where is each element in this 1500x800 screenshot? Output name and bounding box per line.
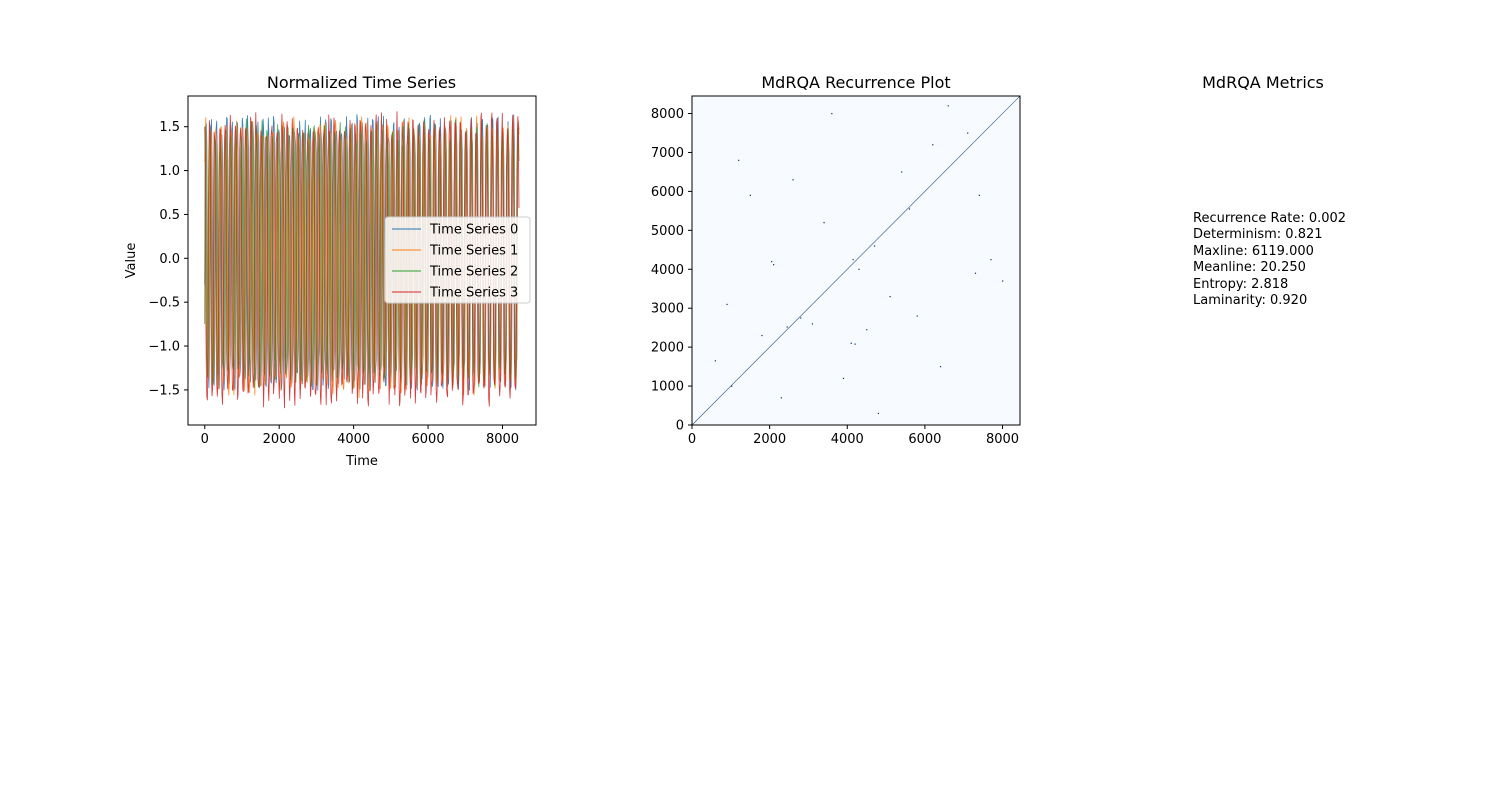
- x-tick-label: 6000: [908, 432, 941, 447]
- x-tick-label: 2000: [753, 432, 786, 447]
- x-tick-label: 2000: [263, 432, 296, 447]
- recurrence-point: [773, 264, 775, 266]
- recurrence-point: [761, 334, 763, 337]
- y-tick-label: 0.0: [159, 252, 180, 267]
- y-tick-label: 2000: [651, 341, 684, 356]
- time-series-legend: Time Series 0 Time Series 1 Time Series 2 T…: [384, 216, 531, 304]
- metric-determinism: Determinism: 0.821: [1193, 227, 1323, 243]
- time-series-y-label: Value: [124, 243, 139, 279]
- legend-entry: Time Series 0: [429, 223, 518, 238]
- legend-box: [384, 216, 531, 304]
- x-tick-label: 8000: [486, 432, 519, 447]
- y-tick-label: 1.0: [159, 164, 180, 179]
- metrics-panel: Recurrence Rate: 0.002 Determinism: 0.82…: [1193, 211, 1346, 309]
- y-tick-label: 8000: [651, 107, 684, 122]
- series-line: [204, 111, 520, 409]
- time-series-title: Normalized Time Series: [267, 73, 456, 92]
- recurrence-point: [873, 245, 876, 247]
- recurrence-point: [858, 268, 860, 270]
- time-series-frame: [187, 95, 537, 426]
- recurrence-point: [889, 296, 891, 298]
- recurrence-point: [1002, 280, 1004, 282]
- recurrence-point: [731, 385, 733, 387]
- y-tick-label: 4000: [651, 263, 684, 278]
- legend-entry: Time Series 2: [429, 265, 518, 280]
- recurrence-point: [967, 132, 969, 134]
- y-tick-label: −1.5: [148, 383, 180, 398]
- recurrence-point: [823, 222, 825, 224]
- recurrence-plot-x-ticks: 0 2000 4000 6000 8000: [688, 425, 1019, 447]
- time-series-x-label: Time: [345, 454, 378, 469]
- legend-entry: Time Series 1: [429, 244, 518, 259]
- recurrence-point: [714, 360, 716, 362]
- recurrence-point: [780, 397, 782, 399]
- y-tick-label: 0.5: [159, 208, 180, 223]
- y-tick-label: 1.5: [159, 120, 180, 135]
- y-tick-label: −1.0: [148, 340, 180, 355]
- time-series-y-ticks: −1.5 −1.0 −0.5 0.0 0.5 1.0 1.5: [148, 120, 188, 398]
- x-tick-label: 6000: [412, 432, 445, 447]
- recurrence-point: [842, 377, 845, 379]
- recurrence-plot-title: MdRQA Recurrence Plot: [761, 73, 950, 92]
- y-tick-label: 0: [676, 419, 684, 434]
- recurrence-plot-frame: [691, 95, 1021, 426]
- x-tick-label: 8000: [986, 432, 1019, 447]
- recurrence-point: [726, 303, 728, 306]
- recurrence-point: [771, 260, 773, 263]
- recurrence-point: [852, 259, 854, 261]
- recurrence-point: [831, 113, 833, 115]
- x-tick-label: 0: [201, 432, 209, 447]
- recurrence-point: [811, 323, 814, 325]
- x-tick-label: 4000: [831, 432, 864, 447]
- y-tick-label: −0.5: [148, 296, 180, 311]
- recurrence-point: [749, 194, 751, 196]
- y-tick-label: 6000: [651, 185, 684, 200]
- recurrence-point: [854, 343, 856, 345]
- metric-recurrence-rate: Recurrence Rate: 0.002: [1193, 211, 1347, 226]
- time-series-chart: Normalized Time Series 0 2000 4000 6000 8000…: [124, 73, 537, 469]
- recurrence-point: [990, 259, 992, 261]
- metric-maxline: Maxline: 6119.000: [1193, 243, 1314, 259]
- recurrence-point: [908, 208, 911, 210]
- recurrence-points: [691, 95, 1021, 426]
- time-series-x-ticks: 0 2000 4000 6000 8000: [201, 425, 519, 447]
- recurrence-plot-y-ticks: 0 1000 2000 3000 4000 5000 6000 7000 8000: [651, 107, 692, 434]
- y-tick-label: 3000: [651, 302, 684, 317]
- recurrence-point: [901, 171, 903, 173]
- recurrence-point: [978, 194, 980, 196]
- metrics-title: MdRQA Metrics: [1202, 73, 1324, 92]
- recurrence-point: [916, 315, 918, 317]
- recurrence-point: [939, 366, 942, 368]
- metric-meanline: Meanline: 20.250: [1193, 260, 1306, 276]
- main-diagonal: [691, 95, 1021, 426]
- recurrence-point: [792, 179, 794, 181]
- recurrence-point: [800, 317, 802, 319]
- recurrence-point: [877, 412, 880, 415]
- metric-laminarity: Laminarity: 0.920: [1193, 293, 1308, 309]
- y-tick-label: 7000: [651, 146, 684, 161]
- metric-entropy: Entropy: 2.818: [1193, 276, 1289, 292]
- recurrence-point: [738, 159, 740, 161]
- y-tick-label: 5000: [651, 224, 684, 239]
- legend-entry: Time Series 3: [429, 286, 518, 301]
- recurrence-point: [866, 329, 868, 331]
- recurrence-point: [786, 326, 788, 328]
- x-tick-label: 4000: [337, 432, 370, 447]
- recurrence-plot-chart: MdRQA Recurrence Plot 0 2000 4000 6000 8000 …: [651, 73, 1021, 447]
- recurrence-point: [974, 272, 977, 274]
- time-series-lines: [204, 111, 520, 409]
- recurrence-point: [850, 342, 852, 344]
- recurrence-point: [932, 144, 934, 146]
- x-tick-label: 0: [688, 432, 696, 447]
- y-tick-label: 1000: [651, 380, 684, 395]
- recurrence-point: [947, 105, 949, 107]
